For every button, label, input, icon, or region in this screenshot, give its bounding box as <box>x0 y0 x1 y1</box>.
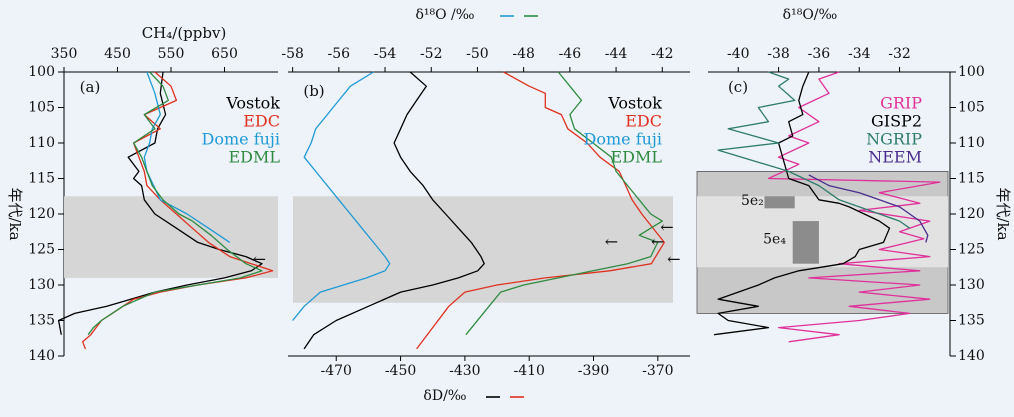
panel-b-top-x-tick-label: -54 <box>374 46 397 62</box>
panel-c-x-axis-label: δ¹⁸O/‰ <box>783 7 838 23</box>
right-y-tick-label: 130 <box>958 277 985 293</box>
panel-b-top-x-tick-label: -42 <box>651 46 674 62</box>
legend-entry-gisp2: GISP2 <box>871 112 922 131</box>
panel-b-top-x-tick-label: -46 <box>559 46 582 62</box>
left-y-axis-label: 年代/ka <box>6 187 24 240</box>
panel-c-x-tick-label: -32 <box>888 46 911 62</box>
shaded-band <box>792 221 819 264</box>
panel-b-top-x-tick-label: -56 <box>328 46 351 62</box>
series-line-edc <box>416 71 665 350</box>
legend-entry-edc: EDC <box>243 112 280 131</box>
panel-c-label: (c) <box>728 78 748 96</box>
panel-b-bottom-x-tick-label: -410 <box>513 363 544 379</box>
legend-entry-edml: EDML <box>610 148 662 167</box>
panel-a-x-tick-label: 650 <box>211 46 238 62</box>
panel-b-arrow-annotation: ← <box>667 250 680 269</box>
left-y-tick-label: 130 <box>28 277 55 293</box>
series-line-vostok <box>303 71 485 350</box>
panel-a-arrow-annotation: ← <box>253 250 266 269</box>
right-y-tick-label: 105 <box>958 100 985 116</box>
right-y-tick-label: 125 <box>958 242 985 258</box>
panel-c-x-tick-label: -38 <box>767 46 790 62</box>
panel-b-bottom-x-tick-label: -450 <box>385 363 416 379</box>
legend-entry-vostok: Vostok <box>607 94 662 113</box>
panel-b-top-axis-label: δ¹⁸O /‰ <box>415 7 474 23</box>
right-y-tick-label: 115 <box>958 171 985 187</box>
left-y-tick-label: 125 <box>28 242 55 258</box>
left-y-tick-label: 105 <box>28 100 55 116</box>
legend-entry-edc: EDC <box>625 112 662 131</box>
left-y-tick-label: 100 <box>28 64 55 80</box>
panel-c-x-tick-label: -40 <box>727 46 750 62</box>
series-line-edml <box>465 71 663 336</box>
series-line-grip <box>767 71 941 343</box>
legend-entry-dome-fuji: Dome fuji <box>584 130 663 149</box>
shaded-band <box>697 196 948 268</box>
left-y-tick-label: 110 <box>28 135 55 151</box>
right-y-tick-label: 100 <box>958 64 985 80</box>
series-line-vostok <box>57 71 263 335</box>
legend-entry-vostok: Vostok <box>225 94 280 113</box>
legend-entry-ngrip: NGRIP <box>866 130 922 149</box>
panel-b-bottom-x-tick-label: -470 <box>321 363 352 379</box>
panel-b-label: (b) <box>303 82 324 100</box>
panel-b-arrow-annotation: ← <box>660 218 673 237</box>
panel-b-bottom-axis-label: δD/‰ <box>423 388 466 404</box>
series-line-gisp2 <box>713 71 891 336</box>
panel-b-top-x-tick-label: -50 <box>466 46 489 62</box>
panel-b-top-x-tick-label: -52 <box>420 46 443 62</box>
right-y-tick-label: 120 <box>958 206 985 222</box>
legend-entry-edml: EDML <box>228 148 280 167</box>
left-y-tick-label: 135 <box>28 313 55 329</box>
shaded-band <box>293 196 673 303</box>
left-y-tick-label: 120 <box>28 206 55 222</box>
right-y-axis-label: 年代/ka <box>994 187 1012 240</box>
panel-a-x-axis-label: CH₄/(ppbv) <box>142 24 227 42</box>
series-line-neem <box>808 174 929 243</box>
legend-entry-neem: NEEM <box>868 148 922 167</box>
series-line-dome-fuji <box>143 71 231 243</box>
left-y-tick-label: 140 <box>28 348 55 364</box>
right-y-tick-label: 140 <box>958 348 985 364</box>
shaded-band <box>764 196 795 209</box>
series-line-edml <box>87 71 263 336</box>
panel-a-label: (a) <box>80 78 101 96</box>
right-y-tick-label: 135 <box>958 313 985 329</box>
panel-b-bottom-x-tick-label: -430 <box>449 363 480 379</box>
panel-b-bottom-x-tick-label: -390 <box>578 363 609 379</box>
legend-entry-grip: GRIP <box>880 94 922 113</box>
panel-a-x-tick-label: 450 <box>104 46 131 62</box>
series-line-dome-fuji <box>292 71 391 321</box>
panel-a-x-tick-label: 350 <box>51 46 78 62</box>
panel-b-top-x-tick-label: -48 <box>512 46 535 62</box>
panel-c-event-annotation: 5e₄ <box>763 232 786 248</box>
series-line-ngrip <box>717 71 911 229</box>
panel-c-x-tick-label: -36 <box>808 46 831 62</box>
panel-b-arrow-annotation: ← <box>651 232 664 251</box>
panel-b-arrow-annotation: ← <box>605 232 618 251</box>
legend-entry-dome-fuji: Dome fuji <box>202 130 281 149</box>
panel-b-top-x-tick-label: -44 <box>605 46 628 62</box>
panel-c-event-annotation: 5e₂ <box>741 193 764 209</box>
left-y-tick-label: 115 <box>28 171 55 187</box>
right-y-tick-label: 110 <box>958 135 985 151</box>
panel-a-x-tick-label: 550 <box>158 46 185 62</box>
panel-b-bottom-x-tick-label: -370 <box>642 363 673 379</box>
panel-c-x-tick-label: -34 <box>848 46 871 62</box>
panel-b-top-x-tick-label: -58 <box>281 46 304 62</box>
